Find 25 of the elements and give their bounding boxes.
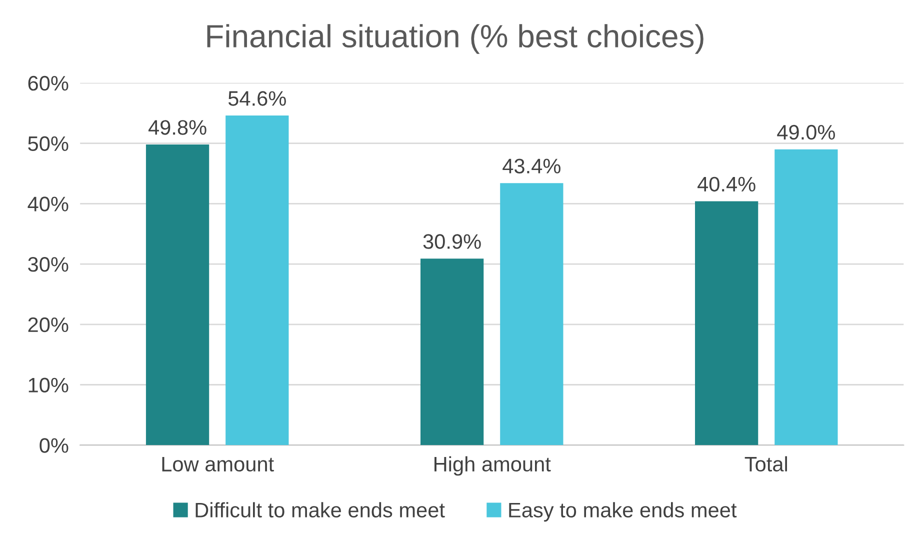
data-label: 49.8%: [148, 120, 206, 135]
bar: [146, 144, 210, 446]
bar: [226, 116, 289, 446]
y-tick-label: 60%: [28, 76, 68, 91]
bar: [500, 183, 564, 446]
data-label: 43.4%: [502, 158, 560, 174]
y-tick-label: 40%: [28, 196, 68, 212]
legend-label: Difficult to make ends meet: [196, 502, 445, 518]
data-label: 30.9%: [423, 234, 481, 249]
y-tick-label: 50%: [28, 136, 68, 152]
y-tick-label: 20%: [28, 317, 68, 332]
chart-title: Financial situation (% best choices): [207, 24, 704, 54]
y-tick-label: 10%: [28, 378, 68, 393]
bar: [694, 201, 758, 446]
y-tick-label: 0%: [40, 438, 68, 453]
legend-label: Easy to make ends meet: [509, 502, 737, 522]
bar: [420, 258, 484, 446]
x-tick-label: High amount: [434, 456, 551, 476]
x-tick-label: Total: [744, 456, 787, 472]
bar: [774, 149, 838, 446]
x-tick-label: Low amount: [162, 456, 274, 472]
data-label: 54.6%: [228, 91, 286, 106]
data-label: 40.4%: [698, 176, 756, 192]
y-tick-label: 30%: [28, 257, 68, 272]
data-label: 49.0%: [777, 124, 835, 140]
